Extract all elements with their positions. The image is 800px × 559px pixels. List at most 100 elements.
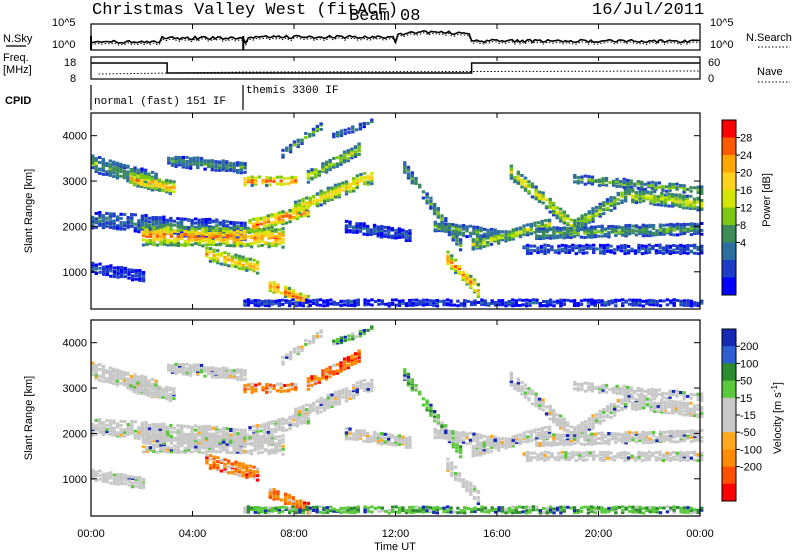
velocity-cell <box>272 387 275 390</box>
velocity-cell <box>252 429 255 432</box>
velocity-cell <box>345 427 348 430</box>
power-cell <box>476 226 479 229</box>
velocity-cell <box>174 363 177 366</box>
power-cell <box>363 182 366 185</box>
velocity-cell <box>194 446 197 449</box>
power-cell <box>549 228 552 231</box>
velocity-cell <box>530 439 533 442</box>
velocity-cell <box>422 404 425 407</box>
power-cell <box>563 226 566 229</box>
velocity-cell <box>123 376 126 379</box>
power-cell <box>367 181 370 184</box>
velocity-cell <box>459 445 462 448</box>
velocity-cell <box>285 419 288 422</box>
power-cell <box>679 226 682 229</box>
power-cell <box>672 183 675 186</box>
power-cell <box>429 206 432 209</box>
power-cell <box>591 176 594 179</box>
velocity-cell <box>259 424 262 427</box>
velocity-cell <box>182 369 185 372</box>
velocity-cell <box>180 430 183 433</box>
velocity-cell <box>198 434 201 437</box>
power-cell <box>239 241 242 244</box>
velocity-cell <box>152 443 155 446</box>
beam-label: Beam 08 <box>349 7 420 26</box>
velocity-cell <box>194 424 197 427</box>
power-cell <box>486 235 489 238</box>
velocity-cell <box>267 421 270 424</box>
velocity-cell <box>106 475 109 478</box>
velocity-cell <box>173 431 176 434</box>
power-cell <box>497 299 500 302</box>
power-cell <box>176 221 179 224</box>
power-cell <box>649 224 652 227</box>
velocity-cell <box>530 430 533 433</box>
power-cell <box>281 246 284 249</box>
power-cell <box>215 224 218 227</box>
velocity-cell <box>309 408 312 411</box>
velocity-cell <box>312 402 315 405</box>
power-cell <box>165 186 168 189</box>
power-cell <box>142 226 145 229</box>
power-cell <box>582 252 585 255</box>
power-cell <box>241 264 244 267</box>
power-cell <box>600 228 603 231</box>
velocity-cell <box>254 384 257 387</box>
power-cell <box>518 304 521 307</box>
power-cell <box>564 247 567 250</box>
power-cell <box>329 299 332 302</box>
power-cell <box>388 305 391 308</box>
velocity-cell <box>184 437 187 440</box>
velocity-cell <box>231 462 234 465</box>
power-cell <box>357 302 360 305</box>
velocity-cell <box>328 366 331 369</box>
power-cell <box>212 234 215 237</box>
power-cell <box>535 237 538 240</box>
power-cell <box>215 235 218 238</box>
power-cell <box>490 233 493 236</box>
power-cell <box>357 153 360 156</box>
power-cell <box>642 300 645 303</box>
power-cell <box>676 299 679 302</box>
power-cell <box>205 221 208 224</box>
velocity-cell <box>243 437 246 440</box>
power-cell <box>638 226 641 229</box>
velocity-cell <box>98 470 101 473</box>
power-cell <box>573 180 576 183</box>
power-cell <box>352 190 355 193</box>
power-cell <box>384 233 387 236</box>
velocity-cell <box>98 418 101 421</box>
power-cell <box>504 301 507 304</box>
power-cell <box>359 222 362 225</box>
power-cell <box>668 183 671 186</box>
velocity-cell <box>148 424 151 427</box>
velocity-cell <box>98 363 101 366</box>
power-cell <box>693 200 696 203</box>
velocity-cell <box>169 424 172 427</box>
power-cell <box>208 232 211 235</box>
power-cell <box>109 170 112 173</box>
velocity-cell <box>173 444 176 447</box>
power-cell <box>325 161 328 164</box>
velocity-cell <box>211 366 214 369</box>
velocity-cell <box>294 408 297 411</box>
velocity-cell <box>149 446 152 449</box>
power-cell <box>171 157 174 160</box>
power-cell <box>219 243 222 246</box>
velocity-cell <box>348 428 351 431</box>
power-cell <box>585 244 588 247</box>
power-cell <box>588 219 591 222</box>
power-cell <box>98 263 101 266</box>
power-colorbar-tick-label: 8 <box>740 220 746 232</box>
power-cell <box>236 221 239 224</box>
power-cell <box>336 131 339 134</box>
power-cell <box>608 181 611 184</box>
power-cell <box>143 175 146 178</box>
power-cell <box>462 271 465 274</box>
power-cell <box>577 176 580 179</box>
velocity-cell <box>370 379 373 382</box>
power-cell <box>542 231 545 234</box>
velocity-cell <box>450 461 453 464</box>
velocity-cell <box>473 485 476 488</box>
velocity-cell <box>274 420 277 423</box>
